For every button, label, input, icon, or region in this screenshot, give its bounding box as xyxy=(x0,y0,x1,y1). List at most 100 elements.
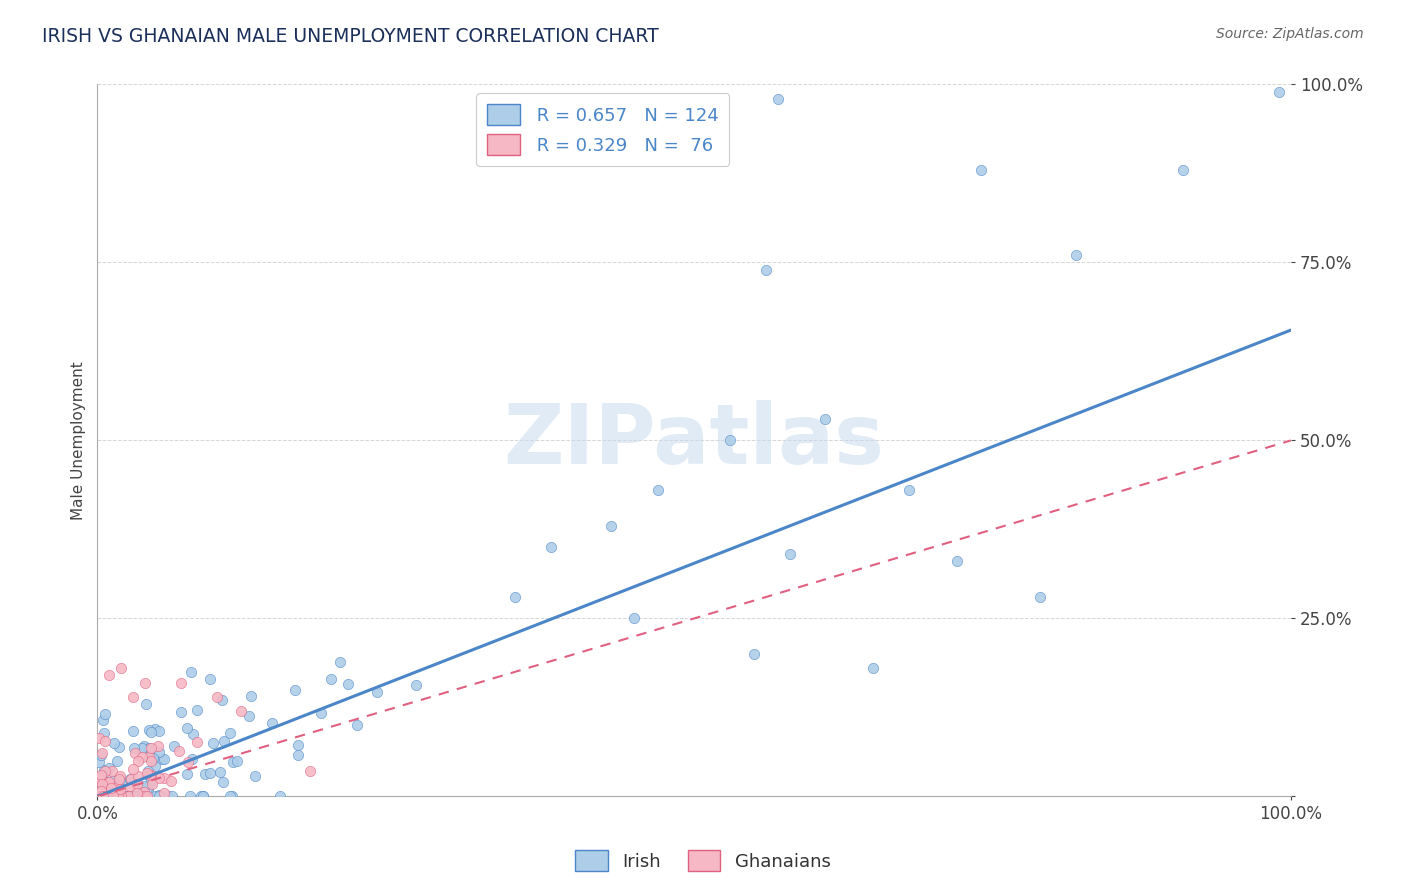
Point xyxy=(212,733,235,747)
Point xyxy=(110,661,132,675)
Point xyxy=(321,672,343,686)
Point xyxy=(243,768,266,782)
Point xyxy=(139,741,162,756)
Point xyxy=(131,749,153,764)
Point xyxy=(108,772,131,787)
Y-axis label: Male Unemployment: Male Unemployment xyxy=(72,361,86,520)
Point xyxy=(148,789,170,804)
Point xyxy=(115,789,138,804)
Point xyxy=(94,706,117,721)
Point xyxy=(1173,162,1195,177)
Point xyxy=(110,789,132,804)
Point xyxy=(148,723,170,738)
Text: IRISH VS GHANAIAN MALE UNEMPLOYMENT CORRELATION CHART: IRISH VS GHANAIAN MALE UNEMPLOYMENT CORR… xyxy=(42,27,659,45)
Point xyxy=(208,764,231,779)
Point xyxy=(94,734,117,748)
Point xyxy=(105,789,128,804)
Point xyxy=(90,747,112,762)
Point xyxy=(122,789,145,804)
Point xyxy=(93,789,115,804)
Point xyxy=(219,789,242,804)
Point xyxy=(101,787,124,801)
Point xyxy=(162,789,184,804)
Point xyxy=(163,739,186,753)
Point xyxy=(108,739,131,754)
Point xyxy=(222,755,245,769)
Point xyxy=(90,784,112,798)
Point xyxy=(96,789,118,804)
Point xyxy=(503,590,526,604)
Point xyxy=(146,739,169,753)
Point xyxy=(299,764,322,778)
Point xyxy=(779,547,801,561)
Point xyxy=(139,755,162,769)
Point xyxy=(136,781,159,796)
Point xyxy=(138,740,160,755)
Point xyxy=(221,789,243,804)
Point xyxy=(540,541,562,555)
Point xyxy=(309,706,332,720)
Point xyxy=(766,92,789,106)
Point xyxy=(647,483,669,498)
Point xyxy=(124,746,146,760)
Point xyxy=(969,162,991,177)
Point xyxy=(897,483,920,498)
Point xyxy=(193,789,215,804)
Point xyxy=(141,777,163,791)
Point xyxy=(117,789,139,804)
Point xyxy=(101,764,124,778)
Point xyxy=(148,771,170,785)
Point xyxy=(167,744,190,758)
Point xyxy=(100,781,122,796)
Point xyxy=(186,735,208,749)
Point xyxy=(142,789,165,804)
Point xyxy=(131,740,153,755)
Text: Source: ZipAtlas.com: Source: ZipAtlas.com xyxy=(1216,27,1364,41)
Point xyxy=(186,703,208,717)
Point xyxy=(105,778,128,792)
Point xyxy=(135,789,157,804)
Point xyxy=(202,735,225,749)
Point xyxy=(100,781,122,796)
Point xyxy=(170,706,193,720)
Point xyxy=(153,786,176,800)
Point xyxy=(101,789,124,804)
Point xyxy=(122,740,145,755)
Point xyxy=(131,780,153,795)
Point xyxy=(114,789,136,804)
Point xyxy=(87,772,110,786)
Point xyxy=(120,772,142,786)
Point xyxy=(107,789,129,804)
Point xyxy=(170,675,193,690)
Point xyxy=(103,736,125,750)
Point xyxy=(98,668,121,682)
Point xyxy=(127,789,149,804)
Point xyxy=(141,725,163,739)
Point xyxy=(176,766,198,780)
Point xyxy=(191,789,214,804)
Point xyxy=(152,771,174,785)
Point xyxy=(107,789,129,804)
Point xyxy=(118,789,141,804)
Point xyxy=(107,755,129,769)
Point xyxy=(90,789,112,804)
Point xyxy=(87,771,110,785)
Point xyxy=(190,789,212,804)
Point xyxy=(110,781,132,796)
Point xyxy=(127,769,149,783)
Point xyxy=(176,721,198,735)
Point xyxy=(110,769,132,783)
Point xyxy=(599,519,621,533)
Point xyxy=(139,789,162,804)
Point xyxy=(211,692,233,706)
Point xyxy=(159,773,181,788)
Point xyxy=(329,655,352,669)
Point xyxy=(145,722,167,736)
Point xyxy=(122,690,145,704)
Point xyxy=(287,747,309,762)
Point xyxy=(814,412,837,426)
Point xyxy=(755,262,778,277)
Point xyxy=(200,766,222,780)
Point xyxy=(157,789,180,804)
Point xyxy=(226,754,249,768)
